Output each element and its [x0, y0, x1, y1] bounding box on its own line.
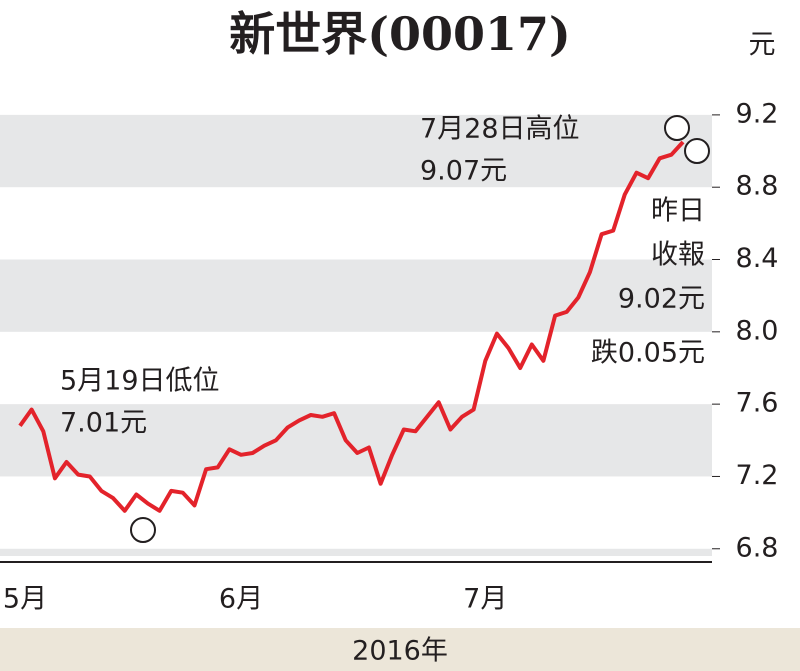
grid-band [0, 259, 712, 332]
y-tick-label: 8.0 [736, 315, 779, 346]
annotation: 跌0.05元 [591, 338, 705, 369]
x-tick-label: 7月 [463, 584, 507, 615]
price-line [18, 140, 685, 513]
y-tick-label: 7.6 [736, 388, 779, 419]
y-tick-label: 6.8 [736, 532, 779, 563]
chart-title: 新世界(00017) [229, 7, 571, 61]
annotation: 5月19日低位 [60, 366, 220, 397]
annotation: 9.07元 [420, 156, 507, 187]
x-axis-label: 2016年 [352, 636, 448, 667]
highlight-circle [664, 115, 690, 141]
annotation: 7.01元 [60, 408, 147, 439]
footer-band [0, 628, 800, 671]
annotation: 9.02元 [618, 284, 705, 315]
y-tick-label: 9.2 [736, 98, 779, 129]
grid-band [0, 548, 712, 556]
highlight-circle [130, 517, 156, 543]
annotation: 昨日 [651, 196, 705, 227]
unit-label: 元 [749, 30, 776, 61]
annotation: 7月28日高位 [420, 114, 580, 145]
x-tick-label: 6月 [219, 584, 263, 615]
y-tick-label: 8.8 [736, 171, 779, 202]
y-tick-label: 7.2 [736, 460, 779, 491]
y-tick-label: 8.4 [736, 243, 779, 274]
annotation: 收報 [651, 240, 705, 271]
x-tick-label: 5月 [3, 584, 47, 615]
grid-band [0, 404, 712, 477]
grid-band [0, 114, 712, 188]
highlight-circle [684, 138, 710, 164]
